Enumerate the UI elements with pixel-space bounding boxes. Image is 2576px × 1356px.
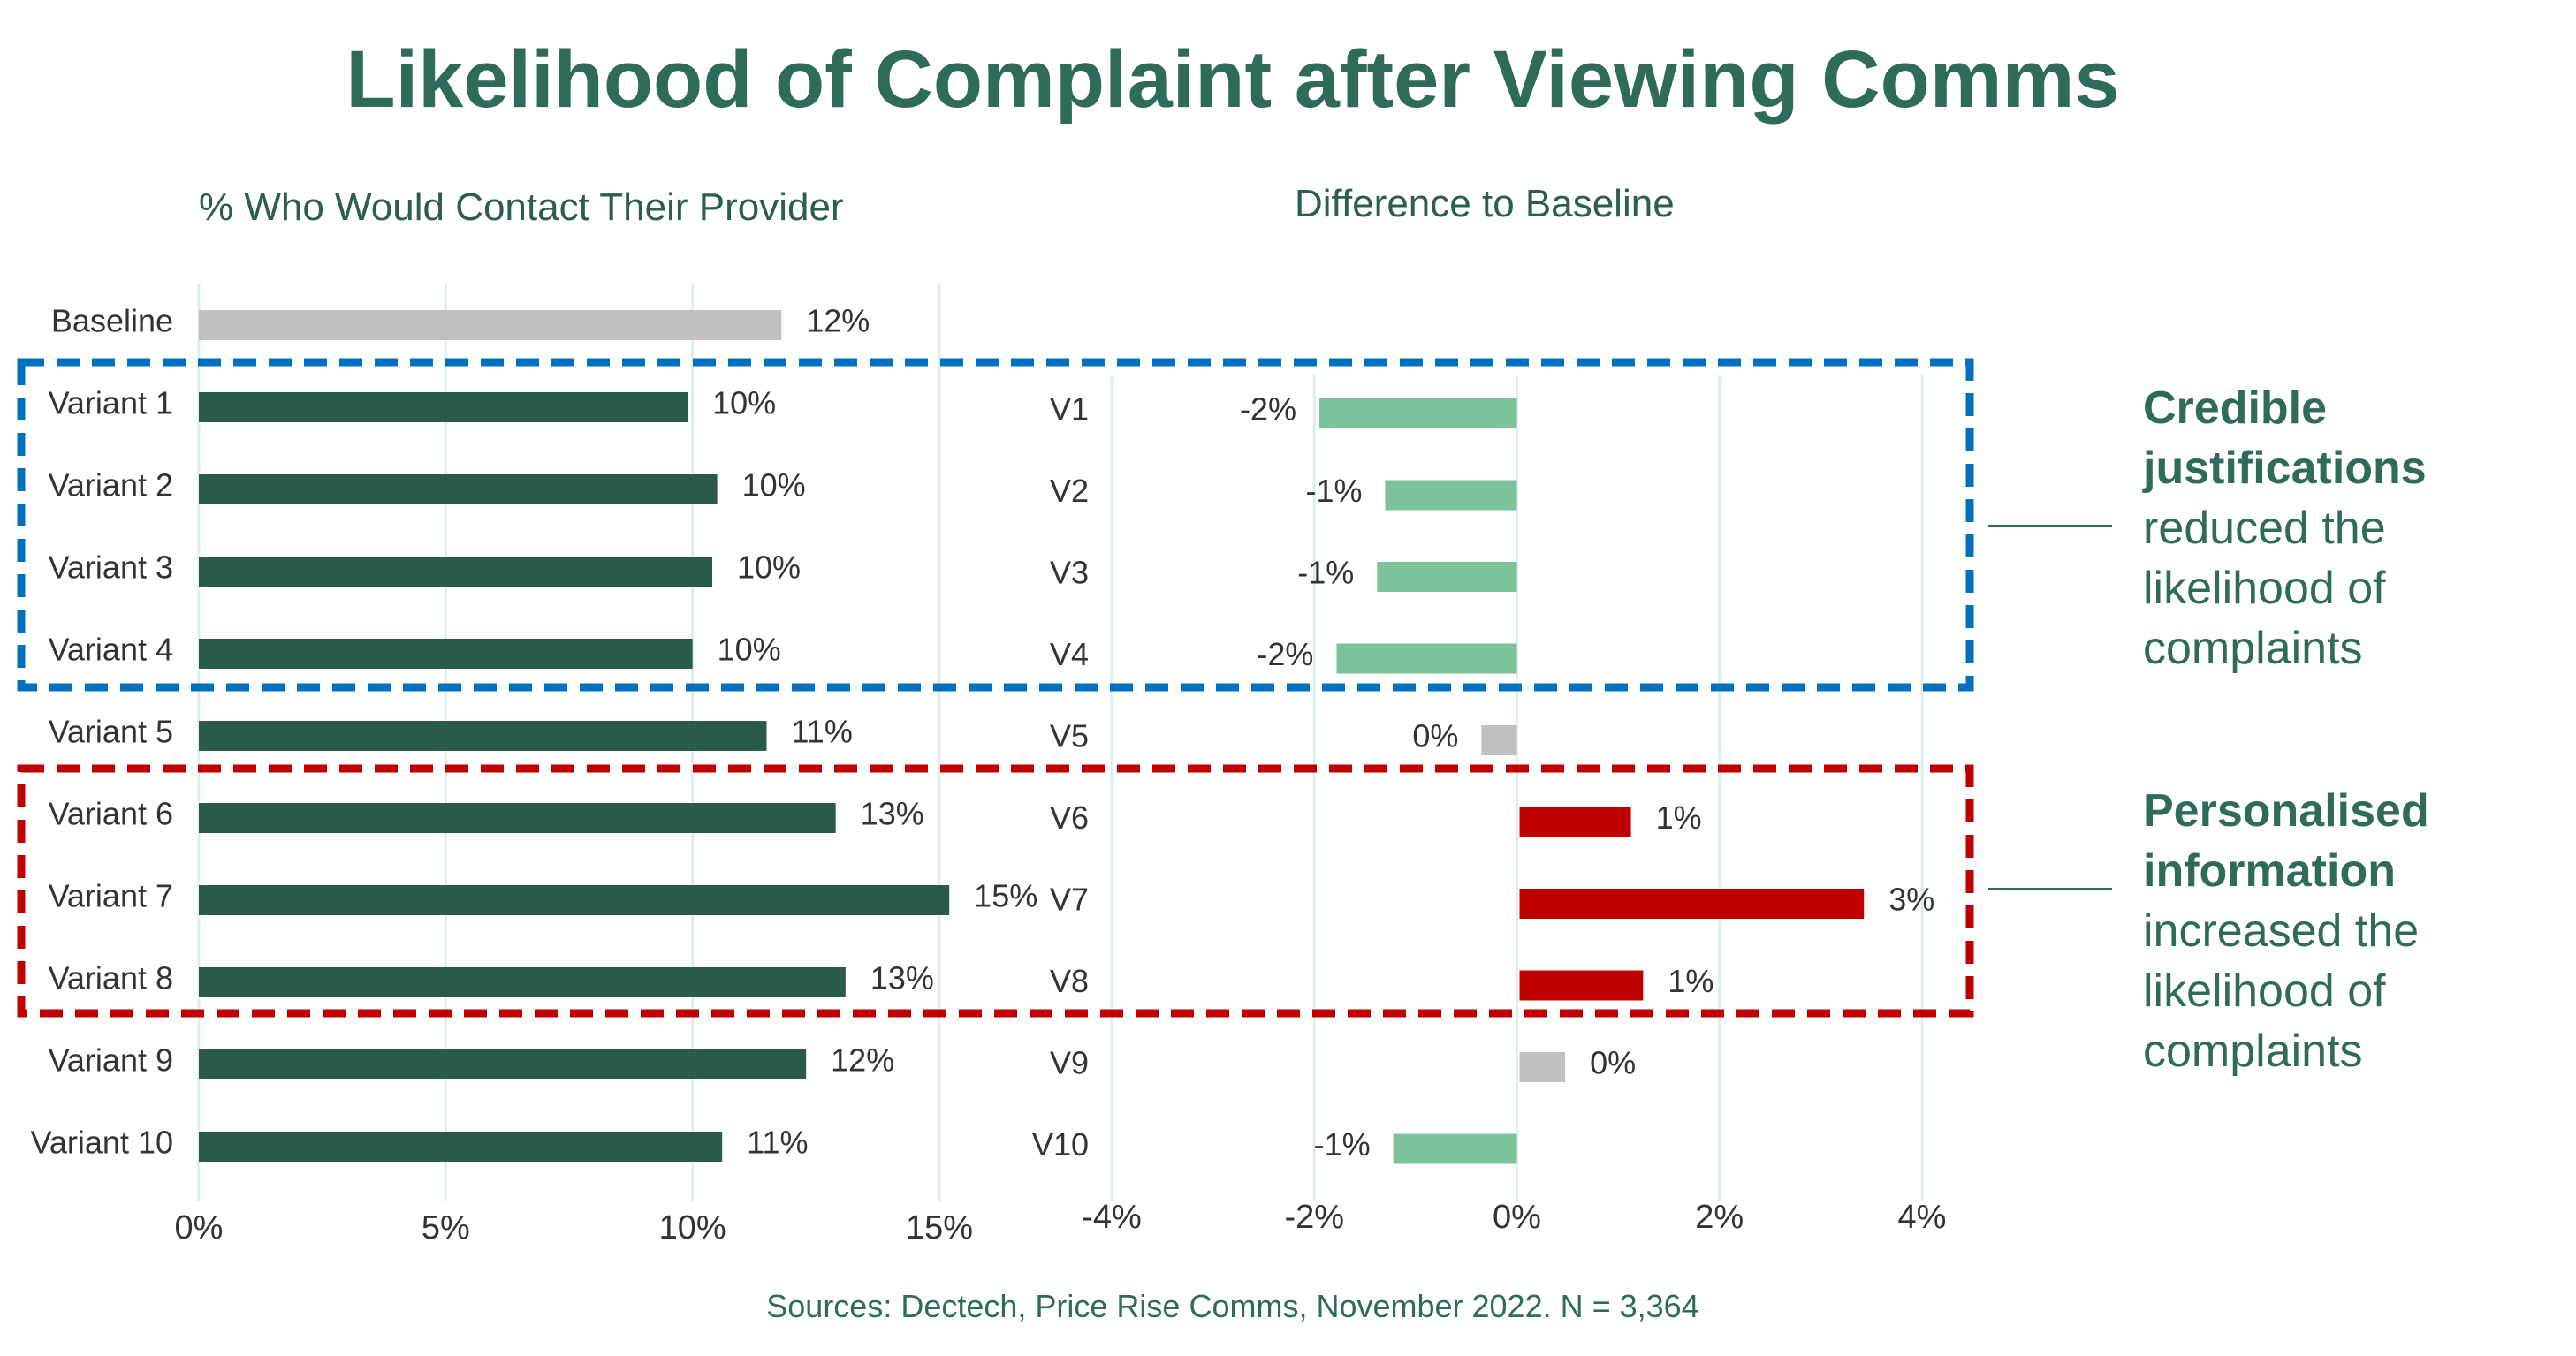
left-data-label: 11% — [791, 714, 852, 750]
personalised-connector-line — [1988, 888, 2112, 890]
left-data-label: 10% — [712, 385, 776, 421]
right-data-label: 0% — [1590, 1045, 1636, 1081]
red-highlight-box — [17, 764, 1974, 1018]
blue-highlight-box — [17, 358, 1974, 692]
personalised-annotation-text: increased the likelihood of complaints — [2143, 905, 2420, 1077]
right-data-label: 3% — [1888, 882, 1934, 918]
left-category-label: Variant 10 — [31, 1125, 173, 1161]
right-x-tick-label: 0% — [1493, 1199, 1541, 1236]
right-category-label: V1 — [1050, 391, 1089, 428]
right-bar — [1519, 889, 1865, 919]
left-data-label: 10% — [737, 549, 801, 586]
right-bar — [1336, 643, 1517, 674]
right-x-tick-label: -2% — [1284, 1199, 1344, 1236]
left-bar — [199, 803, 836, 833]
right-data-label: -1% — [1305, 473, 1362, 509]
left-category-label: Variant 2 — [49, 467, 173, 504]
right-bar — [1385, 480, 1517, 511]
left-bar — [199, 1132, 723, 1162]
left-bar — [199, 721, 767, 751]
left-x-tick-label: 15% — [906, 1209, 973, 1246]
left-category-label: Variant 6 — [49, 796, 173, 832]
left-data-label: 13% — [870, 960, 934, 996]
left-category-label: Baseline — [51, 303, 173, 339]
left-category-label: Variant 3 — [49, 549, 173, 586]
source-note: Sources: Dectech, Price Rise Comms, Nove… — [766, 1288, 1699, 1324]
left-bar — [199, 1049, 807, 1079]
left-data-label: 12% — [806, 303, 870, 339]
left-category-label: Variant 9 — [49, 1042, 173, 1079]
left-data-label: 11% — [747, 1125, 808, 1161]
left-chart-subtitle: % Who Would Contact Their Provider — [199, 186, 844, 229]
left-data-label: 10% — [742, 467, 806, 504]
personalised-annotation: Personalised information increased the l… — [2143, 781, 2558, 1081]
right-data-label: 1% — [1668, 963, 1714, 999]
right-data-label: 1% — [1656, 799, 1702, 836]
credible-connector-line — [1988, 525, 2112, 527]
right-bar — [1481, 725, 1517, 755]
left-data-label: 12% — [831, 1042, 894, 1079]
left-category-label: Variant 4 — [49, 632, 173, 668]
right-bar — [1519, 970, 1644, 1001]
left-bar — [199, 639, 693, 669]
left-bar — [199, 474, 718, 504]
left-category-label: Variant 7 — [49, 878, 173, 914]
left-x-tick-label: 10% — [659, 1209, 726, 1246]
left-bar — [199, 557, 713, 587]
left-data-label: 10% — [718, 632, 781, 668]
right-category-label: V3 — [1050, 555, 1089, 591]
left-bar — [199, 885, 950, 915]
right-data-label: -2% — [1240, 391, 1296, 428]
right-category-label: V5 — [1050, 718, 1089, 754]
left-category-label: Variant 5 — [49, 714, 173, 750]
personalised-annotation-heading: Personalised information — [2143, 785, 2429, 897]
left-category-label: Variant 8 — [49, 960, 173, 996]
credible-annotation: Credible justifications reduced the like… — [2143, 378, 2558, 678]
credible-annotation-heading: Credible justifications — [2143, 383, 2427, 494]
left-bar — [199, 967, 846, 997]
right-bar — [1393, 1133, 1517, 1164]
right-bar — [1318, 398, 1517, 428]
right-category-label: V4 — [1050, 636, 1089, 672]
right-x-tick-label: 2% — [1695, 1199, 1744, 1236]
right-data-label: -1% — [1314, 1126, 1371, 1163]
right-category-label: V6 — [1050, 799, 1089, 836]
right-category-label: V9 — [1050, 1045, 1089, 1081]
left-x-tick-label: 0% — [175, 1209, 224, 1246]
right-data-label: 0% — [1412, 718, 1458, 754]
left-category-label: Variant 1 — [49, 385, 173, 421]
left-x-tick-label: 5% — [422, 1209, 470, 1246]
credible-annotation-text: reduced the likelihood of complaints — [2143, 503, 2386, 674]
right-category-label: V8 — [1050, 963, 1089, 999]
right-chart-subtitle: Difference to Baseline — [1295, 182, 1675, 225]
right-bar — [1377, 562, 1517, 592]
right-x-tick-label: 4% — [1898, 1199, 1947, 1236]
right-bar — [1519, 807, 1631, 837]
left-data-label: 15% — [974, 878, 1037, 914]
left-bar — [199, 392, 688, 422]
right-category-label: V2 — [1050, 473, 1089, 509]
right-category-label: V10 — [1032, 1126, 1089, 1163]
right-bar — [1519, 1052, 1566, 1082]
left-bar — [199, 310, 782, 340]
right-data-label: -1% — [1297, 555, 1354, 591]
right-category-label: V7 — [1050, 882, 1089, 918]
right-x-tick-label: -4% — [1082, 1199, 1142, 1236]
left-data-label: 13% — [861, 796, 924, 832]
right-data-label: -2% — [1257, 636, 1313, 672]
chart-title: Likelihood of Complaint after Viewing Co… — [346, 34, 2120, 125]
